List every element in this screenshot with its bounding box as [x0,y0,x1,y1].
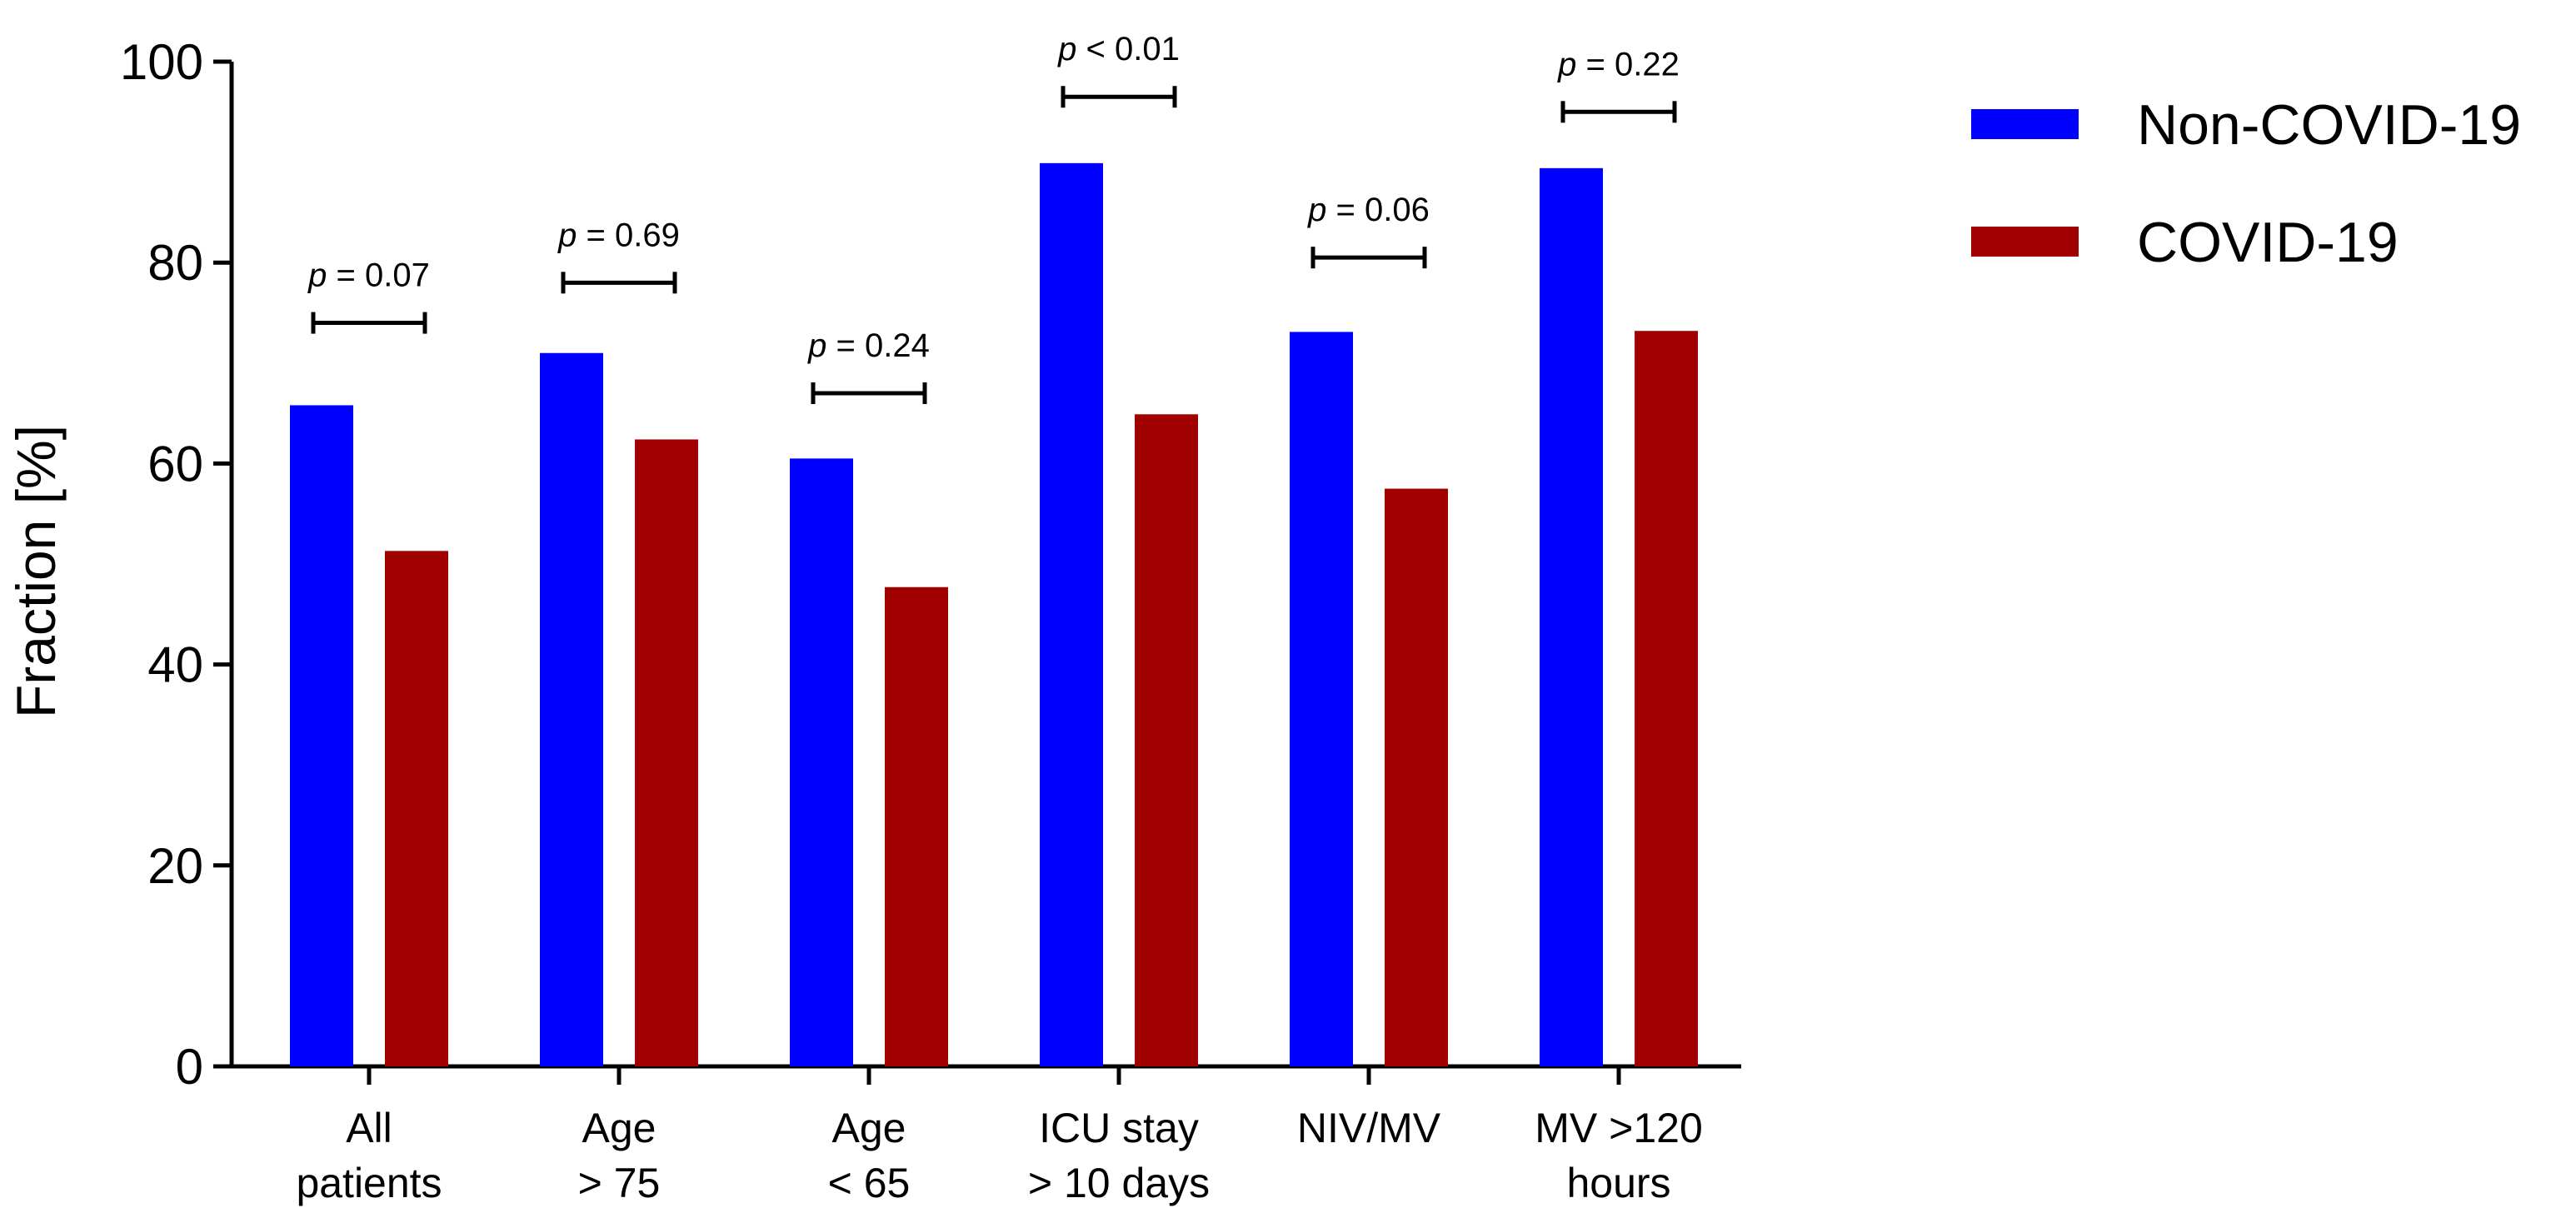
p-symbol: p [307,257,327,294]
p-value-label: p < 0.01 [1057,31,1180,67]
y-tick-label: 80 [147,235,203,291]
x-tick-label: ICU stay [1039,1105,1199,1151]
y-tick-label: 100 [120,34,203,90]
bar-covid-4 [1385,488,1448,1066]
bar-covid-3 [1135,414,1198,1066]
y-axis-label: Fraction [%] [5,425,67,718]
x-tick-label: > 10 days [1028,1160,1210,1206]
legend-swatch-covid [1971,227,2079,257]
p-value-text: = 0.24 [826,327,929,364]
p-symbol: p [1557,46,1576,82]
y-tick-label: 40 [147,637,203,693]
x-tick-label: Age [582,1105,656,1151]
p-value-label: p = 0.69 [557,217,680,253]
bar-non-covid-1 [540,352,603,1066]
axes: 0 20 40 60 80 100 All patients Age > 75 Age < 65 ICU… [120,34,1741,1206]
p-value-label: p = 0.22 [1557,46,1680,82]
x-tick-label: NIV/MV [1297,1105,1441,1151]
bar-covid-2 [885,587,948,1066]
bar-non-covid-0 [290,405,353,1066]
p-value-label: p = 0.06 [1307,192,1430,228]
p-symbol: p [1057,31,1076,67]
x-tick-label: > 75 [578,1160,661,1206]
y-tick-label: 20 [147,838,203,894]
p-value-text: = 0.07 [327,257,429,294]
bar-non-covid-5 [1540,167,1603,1067]
p-value-text: = 0.69 [577,217,679,253]
legend-swatch-non-covid [1971,109,2079,139]
p-symbol: p [1307,192,1326,228]
p-symbol: p [557,217,577,253]
p-symbol: p [807,327,826,364]
x-tick-label: Age [832,1105,906,1151]
x-tick-label: hours [1566,1160,1670,1206]
bar-non-covid-4 [1290,332,1353,1066]
x-tick-label: MV >120 [1535,1105,1703,1151]
p-value-text: = 0.06 [1326,192,1429,228]
p-value-label: p = 0.24 [807,327,930,364]
bars [290,162,1698,1067]
bar-non-covid-2 [790,458,853,1066]
legend-label-covid: COVID-19 [2137,211,2399,274]
significance-annotations: p = 0.07p = 0.69p = 0.24p < 0.01p = 0.06… [307,31,1680,404]
legend-label-non-covid: Non-COVID-19 [2137,93,2521,157]
bar-non-covid-3 [1040,162,1103,1066]
y-tick-label: 60 [147,436,203,492]
bar-covid-5 [1635,331,1698,1066]
bar-covid-0 [385,551,448,1066]
y-tick-label: 0 [176,1039,203,1095]
p-value-text: = 0.22 [1576,46,1679,82]
bar-covid-1 [635,439,698,1066]
x-tick-label: < 65 [828,1160,911,1206]
p-value-label: p = 0.07 [307,257,430,294]
p-value-text: < 0.01 [1076,31,1179,67]
legend: Non-COVID-19 COVID-19 [1971,93,2521,274]
x-tick-label: patients [296,1160,442,1206]
x-tick-label: All [346,1105,392,1151]
